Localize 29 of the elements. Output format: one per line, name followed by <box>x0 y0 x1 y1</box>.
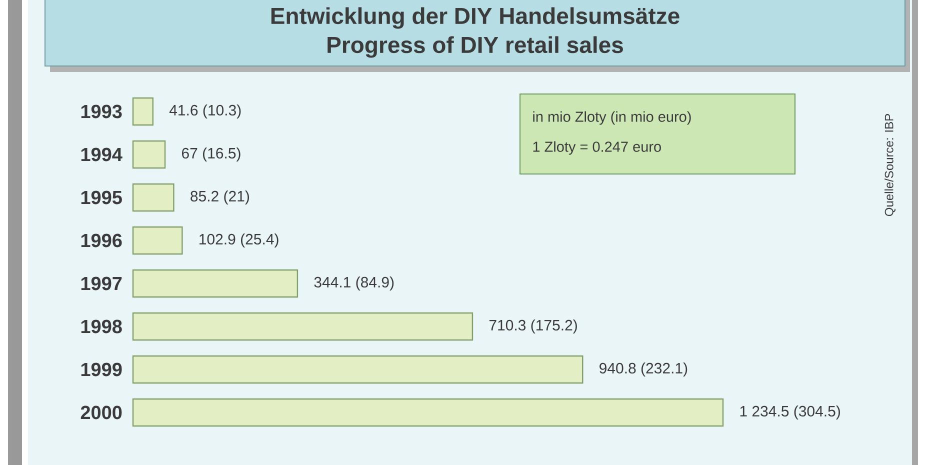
y-tick-label: 1998 <box>81 320 122 334</box>
bar <box>132 226 183 255</box>
bar <box>132 97 154 126</box>
y-tick-label: 1994 <box>81 148 122 162</box>
bar <box>132 312 474 341</box>
data-label: 67 (16.5) <box>182 148 240 162</box>
chart-subtitle: Progress of DIY retail sales <box>328 36 623 58</box>
data-label: 940.8 (232.1) <box>600 362 688 376</box>
bar <box>132 269 298 298</box>
y-tick-label: 1996 <box>81 234 122 248</box>
data-label: 85.2 (21) <box>190 190 250 204</box>
source-note: Quelle/Source: IBP <box>884 114 896 216</box>
bar <box>132 183 174 212</box>
bar <box>132 140 166 169</box>
bar <box>132 398 724 427</box>
data-label: 41.6 (10.3) <box>169 104 241 118</box>
data-label: 102.9 (25.4) <box>200 234 278 248</box>
y-tick-label: 1995 <box>81 190 122 204</box>
annotation: 1 Zloty = 0.247 euro <box>533 141 661 155</box>
y-tick-label: 1999 <box>81 362 122 376</box>
data-label: 710.3 (175.2) <box>489 320 577 334</box>
bar <box>132 355 584 384</box>
y-tick-label: 2000 <box>80 406 122 420</box>
y-tick-label: 1993 <box>81 104 122 118</box>
data-label: 1 234.5 (304.5) <box>740 406 840 420</box>
annotation: in mio Zloty (in mio euro) <box>533 111 691 125</box>
data-label: 344.1 (84.9) <box>314 276 394 290</box>
chart-title: Entwicklung der DIY Handelsumsätze <box>271 7 680 29</box>
y-tick-label: 1997 <box>81 276 122 290</box>
